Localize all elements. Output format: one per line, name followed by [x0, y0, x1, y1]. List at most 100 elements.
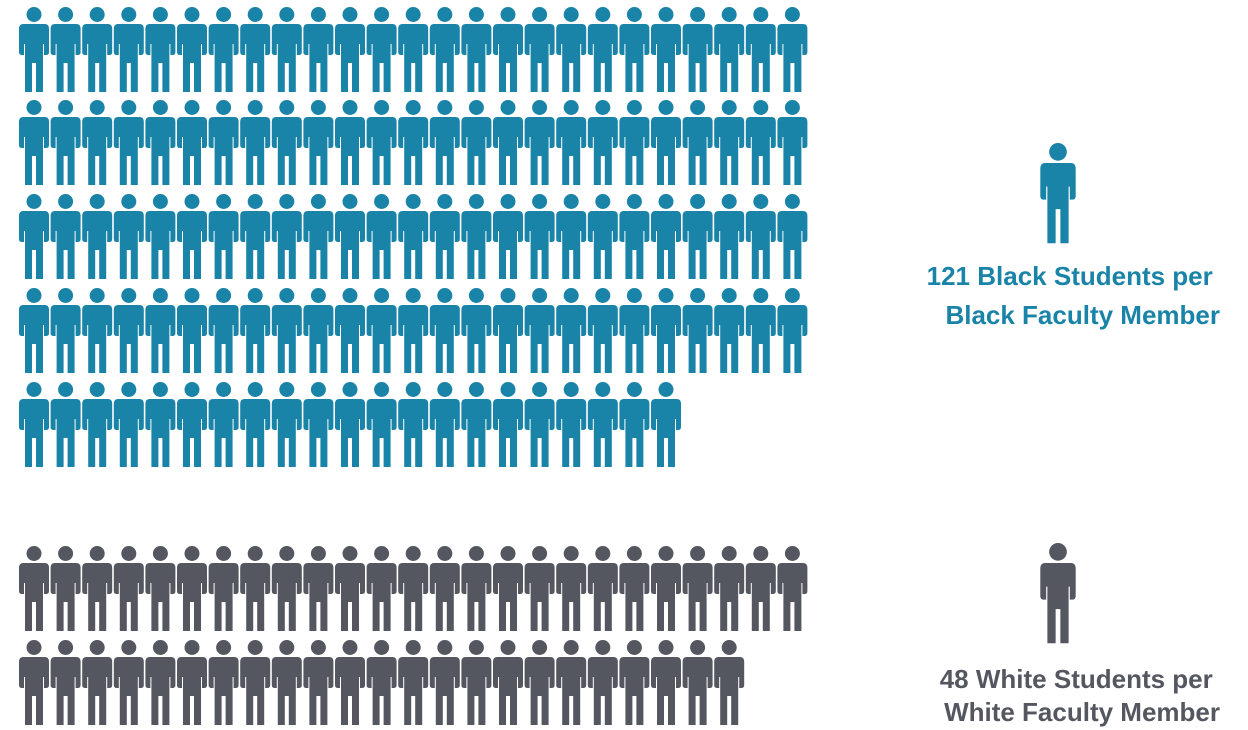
black-student-icon	[398, 382, 429, 467]
white-student-icon	[50, 640, 81, 725]
white-student-icon	[177, 640, 207, 725]
black-student-icon	[587, 7, 618, 92]
black-student-icon	[303, 288, 334, 373]
black-ratio-caption: 121 Black Students per Black Faculty Mem…	[927, 261, 1220, 330]
black-student-icon	[335, 382, 365, 467]
black-student-icon	[651, 7, 681, 92]
black-student-icon	[271, 100, 302, 185]
white-student-icon	[50, 546, 81, 631]
white-student-icon	[682, 640, 713, 725]
black-student-icon	[271, 7, 302, 92]
black-student-icon	[619, 100, 650, 185]
black-student-icon	[429, 100, 460, 185]
white-student-icon	[82, 640, 113, 725]
black-student-icon	[113, 194, 144, 279]
white-student-icon	[82, 546, 113, 631]
white-student-icon	[619, 546, 650, 631]
white-student-icon	[461, 546, 492, 631]
black-student-icon	[19, 100, 49, 185]
white-student-icon	[113, 640, 144, 725]
black-student-icon	[177, 100, 207, 185]
white-faculty-person	[1040, 543, 1076, 644]
white-student-icon	[587, 640, 618, 725]
black-student-icon	[50, 7, 81, 92]
white-students-group	[19, 546, 808, 725]
white-ratio-caption-line-1: 48 White Students per	[940, 664, 1213, 694]
white-student-icon	[113, 546, 144, 631]
black-student-icon	[587, 100, 618, 185]
white-student-icon	[240, 640, 271, 725]
black-student-icon	[714, 288, 745, 373]
black-student-icon	[177, 7, 207, 92]
white-student-icon	[335, 640, 365, 725]
black-student-icon	[556, 288, 587, 373]
white-ratio-caption-line-2: White Faculty Member	[944, 697, 1220, 727]
black-student-icon	[177, 194, 207, 279]
white-student-icon	[208, 640, 239, 725]
black-student-icon	[271, 194, 302, 279]
black-student-icon	[493, 194, 523, 279]
black-faculty-legend: 121 Black Students per Black Faculty Mem…	[927, 143, 1220, 330]
white-student-icon	[208, 546, 239, 631]
black-student-icon	[208, 194, 239, 279]
black-student-icon	[208, 288, 239, 373]
white-student-icon	[303, 640, 334, 725]
black-student-icon	[682, 100, 713, 185]
black-student-icon	[335, 100, 365, 185]
black-student-icon	[50, 382, 81, 467]
white-student-icon	[777, 546, 808, 631]
black-student-icon	[745, 194, 776, 279]
black-student-icon	[240, 194, 271, 279]
black-student-icon	[745, 100, 776, 185]
black-student-icon	[493, 7, 523, 92]
black-student-icon	[461, 7, 492, 92]
black-student-icon	[714, 194, 745, 279]
black-student-icon	[556, 100, 587, 185]
black-student-icon	[429, 194, 460, 279]
black-student-icon	[429, 7, 460, 92]
black-student-icon	[777, 288, 808, 373]
white-student-icon	[493, 546, 523, 631]
black-student-icon	[240, 100, 271, 185]
black-student-icon	[556, 194, 587, 279]
black-student-icon	[619, 382, 650, 467]
black-student-icon	[587, 382, 618, 467]
white-student-icon	[145, 640, 176, 725]
black-student-icon	[429, 288, 460, 373]
white-student-icon	[177, 546, 207, 631]
black-student-icon	[461, 194, 492, 279]
black-faculty-member-icon	[1040, 143, 1076, 244]
black-student-icon	[50, 288, 81, 373]
black-student-icon	[493, 100, 523, 185]
black-student-icon	[208, 100, 239, 185]
black-student-icon	[651, 100, 681, 185]
black-student-icon	[50, 100, 81, 185]
black-student-icon	[777, 100, 808, 185]
black-student-icon	[303, 7, 334, 92]
black-student-icon	[19, 194, 49, 279]
black-student-icon	[145, 288, 176, 373]
white-faculty-legend: 48 White Students per White Faculty Memb…	[940, 543, 1220, 727]
white-student-icon	[398, 546, 429, 631]
black-student-icon	[240, 382, 271, 467]
black-students-group	[19, 7, 808, 467]
black-student-icon	[619, 7, 650, 92]
white-ratio-caption: 48 White Students per White Faculty Memb…	[940, 664, 1220, 727]
black-student-icon	[145, 100, 176, 185]
white-student-icon	[714, 640, 745, 725]
black-student-icon	[145, 7, 176, 92]
black-faculty-person	[1040, 143, 1076, 244]
black-student-icon	[429, 382, 460, 467]
white-student-icon	[587, 546, 618, 631]
white-student-icon	[524, 546, 555, 631]
white-student-icon	[524, 640, 555, 725]
black-student-icon	[113, 382, 144, 467]
black-student-icon	[366, 100, 397, 185]
black-student-icon	[208, 7, 239, 92]
black-student-icon	[682, 7, 713, 92]
white-student-icon	[19, 640, 49, 725]
black-student-icon	[303, 100, 334, 185]
black-student-icon	[335, 194, 365, 279]
black-student-icon	[524, 194, 555, 279]
black-student-icon	[493, 288, 523, 373]
